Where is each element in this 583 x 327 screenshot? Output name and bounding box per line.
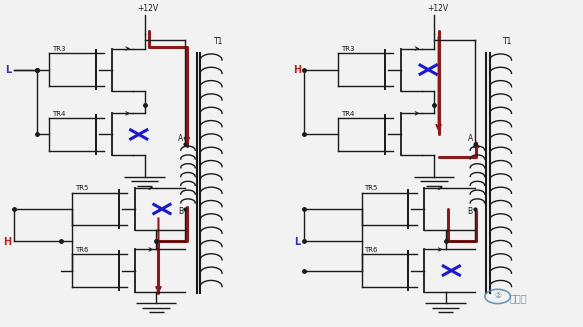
Text: TR5: TR5 <box>364 185 378 191</box>
Text: TR3: TR3 <box>342 46 355 52</box>
Text: B: B <box>178 207 183 216</box>
Text: H: H <box>293 65 301 75</box>
Text: TR4: TR4 <box>342 111 354 117</box>
Text: A: A <box>468 134 473 143</box>
Text: 日月辰: 日月辰 <box>510 293 527 303</box>
Text: TR6: TR6 <box>364 247 378 253</box>
Text: +12V: +12V <box>138 4 159 13</box>
Text: ②: ② <box>494 291 501 300</box>
Text: TR4: TR4 <box>52 111 65 117</box>
Text: TR6: TR6 <box>75 247 89 253</box>
Text: L: L <box>294 237 301 247</box>
Text: T1: T1 <box>214 37 223 46</box>
Text: H: H <box>3 237 12 247</box>
Text: T1: T1 <box>504 37 513 46</box>
Text: A: A <box>178 134 184 143</box>
Text: TR5: TR5 <box>75 185 89 191</box>
Text: +12V: +12V <box>427 4 448 13</box>
Text: TR3: TR3 <box>52 46 65 52</box>
Text: B: B <box>468 207 473 216</box>
Text: L: L <box>5 65 12 75</box>
